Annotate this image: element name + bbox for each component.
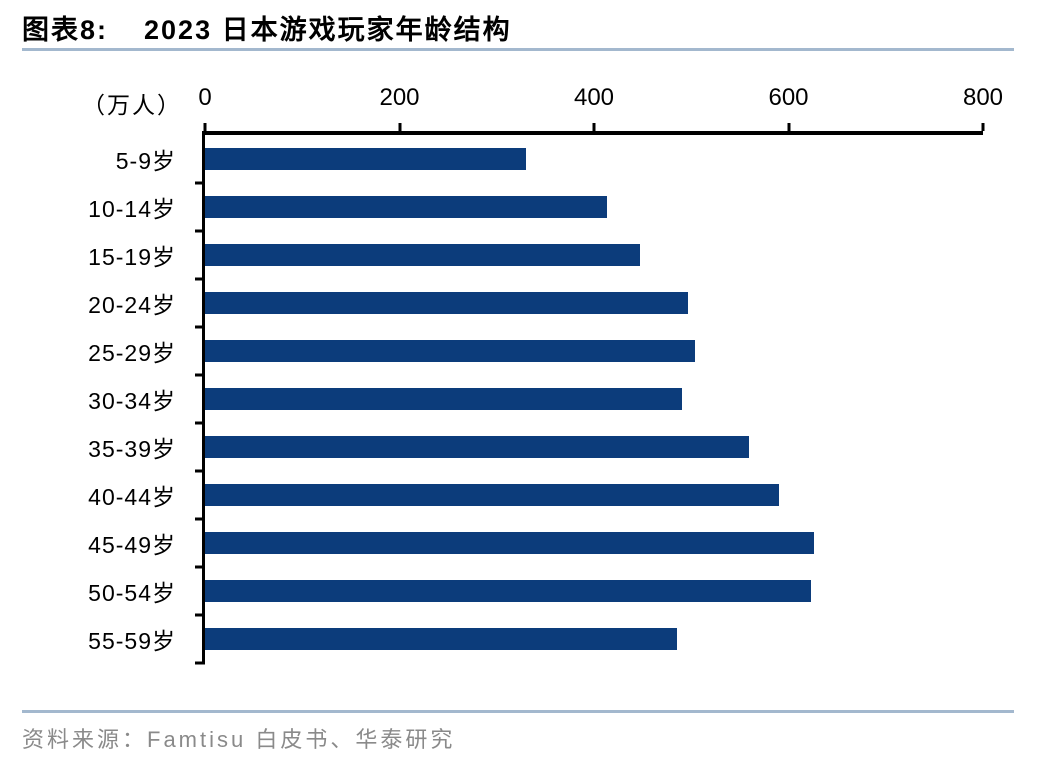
category-labels: 5-9岁 10-14岁 15-19岁 20-24岁 25-29岁 30-34岁 35-39岁… (0, 135, 202, 663)
category-label: 20-24岁 (88, 292, 176, 318)
x-tick-label: 800 (962, 84, 1004, 111)
figure-title: 2023 日本游戏玩家年龄结构 (144, 15, 512, 45)
bar-row (205, 279, 983, 327)
source-note: 资料来源：Famtisu 白皮书、华泰研究 (22, 727, 456, 752)
bar-row (205, 423, 983, 471)
category-label: 35-39岁 (88, 436, 176, 462)
bar (205, 484, 779, 506)
y-tick-mark (195, 613, 205, 617)
x-tick-label: 200 (379, 84, 420, 111)
y-tick-mark (195, 565, 205, 569)
y-tick-mark (195, 469, 205, 473)
x-tick-label: 600 (768, 84, 809, 111)
figure-label: 图表8: (22, 15, 109, 45)
bar-row (205, 567, 983, 615)
figure-header: 图表8: 2023 日本游戏玩家年龄结构 (22, 8, 1028, 47)
bar (205, 388, 683, 410)
category-label: 25-29岁 (88, 340, 176, 366)
category-label: 30-34岁 (88, 388, 176, 414)
x-tick-mark (398, 123, 401, 131)
y-tick-mark (195, 517, 205, 521)
x-tick-mark (203, 123, 207, 131)
category-label: 55-59岁 (88, 628, 176, 654)
bar-row (205, 615, 983, 663)
bar (205, 244, 640, 266)
bar-row (205, 183, 983, 231)
bar (205, 196, 607, 218)
bar-row (205, 231, 983, 279)
x-tick-label: 0 (198, 84, 212, 111)
x-tick-mark (787, 123, 790, 131)
bar (205, 148, 526, 170)
y-tick-mark (195, 373, 205, 377)
y-tick-mark (195, 661, 205, 665)
category-label: 40-44岁 (88, 484, 176, 510)
footer-divider (22, 710, 1014, 713)
category-label: 10-14岁 (88, 196, 176, 222)
bar-rows (205, 135, 983, 663)
category-label: 50-54岁 (88, 580, 176, 606)
y-tick-mark (195, 181, 205, 185)
bar (205, 436, 749, 458)
bar (205, 292, 689, 314)
bar-row (205, 327, 983, 375)
bar (205, 532, 814, 554)
y-tick-mark (195, 421, 205, 425)
bar (205, 580, 811, 602)
bar-row (205, 519, 983, 567)
x-axis-tick-marks (203, 123, 985, 131)
bar-row (205, 471, 983, 519)
category-label: 5-9岁 (115, 148, 176, 174)
bar-row (205, 135, 983, 183)
category-label: 15-19岁 (88, 244, 176, 270)
header-divider (22, 48, 1014, 51)
x-axis-tick-labels: 0 200 400 600 800 (198, 84, 1003, 114)
x-tick-label: 400 (573, 84, 615, 111)
bar (205, 628, 677, 650)
bar-row (205, 375, 983, 423)
y-tick-mark (195, 229, 205, 233)
bar (205, 340, 696, 362)
category-label: 45-49岁 (88, 532, 176, 558)
y-tick-mark (195, 325, 205, 329)
x-tick-mark (981, 123, 985, 131)
chart-plot (202, 131, 983, 663)
axis-unit-label: （万人） (82, 92, 182, 118)
y-axis-tick-marks (195, 135, 205, 665)
y-tick-mark (195, 277, 205, 281)
x-tick-mark (592, 123, 596, 131)
